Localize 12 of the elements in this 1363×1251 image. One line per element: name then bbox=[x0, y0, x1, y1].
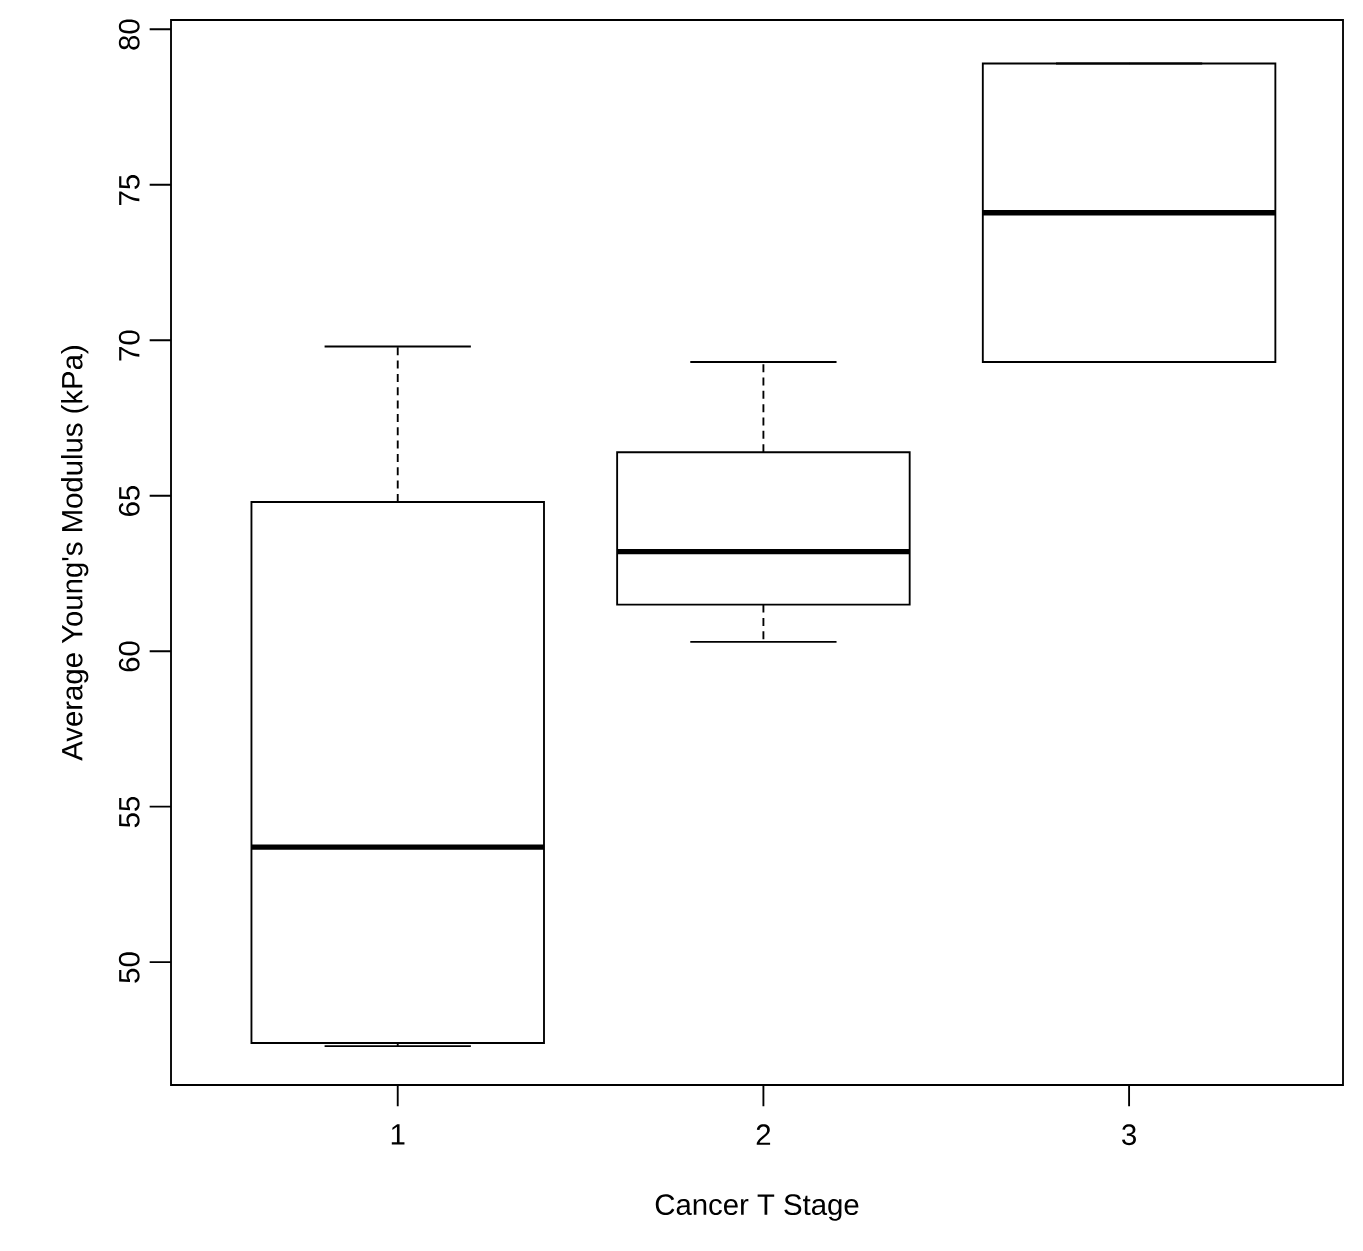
y-tick-label: 50 bbox=[118, 952, 140, 983]
y-tick-label: 75 bbox=[119, 175, 140, 205]
y-tick-label: 70 bbox=[118, 330, 140, 361]
y-tick-label: 80 bbox=[118, 19, 140, 50]
y-tick-label: 65 bbox=[118, 485, 140, 516]
y-tick-label: 55 bbox=[119, 796, 140, 828]
x-tick-label: 2 bbox=[756, 1124, 771, 1145]
x-axis-title: Cancer T Stage bbox=[655, 1194, 859, 1221]
x-tick-label: 1 bbox=[391, 1124, 405, 1145]
y-axis-title: Average Young's Modulus (kPa) bbox=[61, 346, 89, 761]
y-tick-label: 60 bbox=[118, 641, 140, 672]
x-tick-label: 3 bbox=[1122, 1124, 1136, 1146]
